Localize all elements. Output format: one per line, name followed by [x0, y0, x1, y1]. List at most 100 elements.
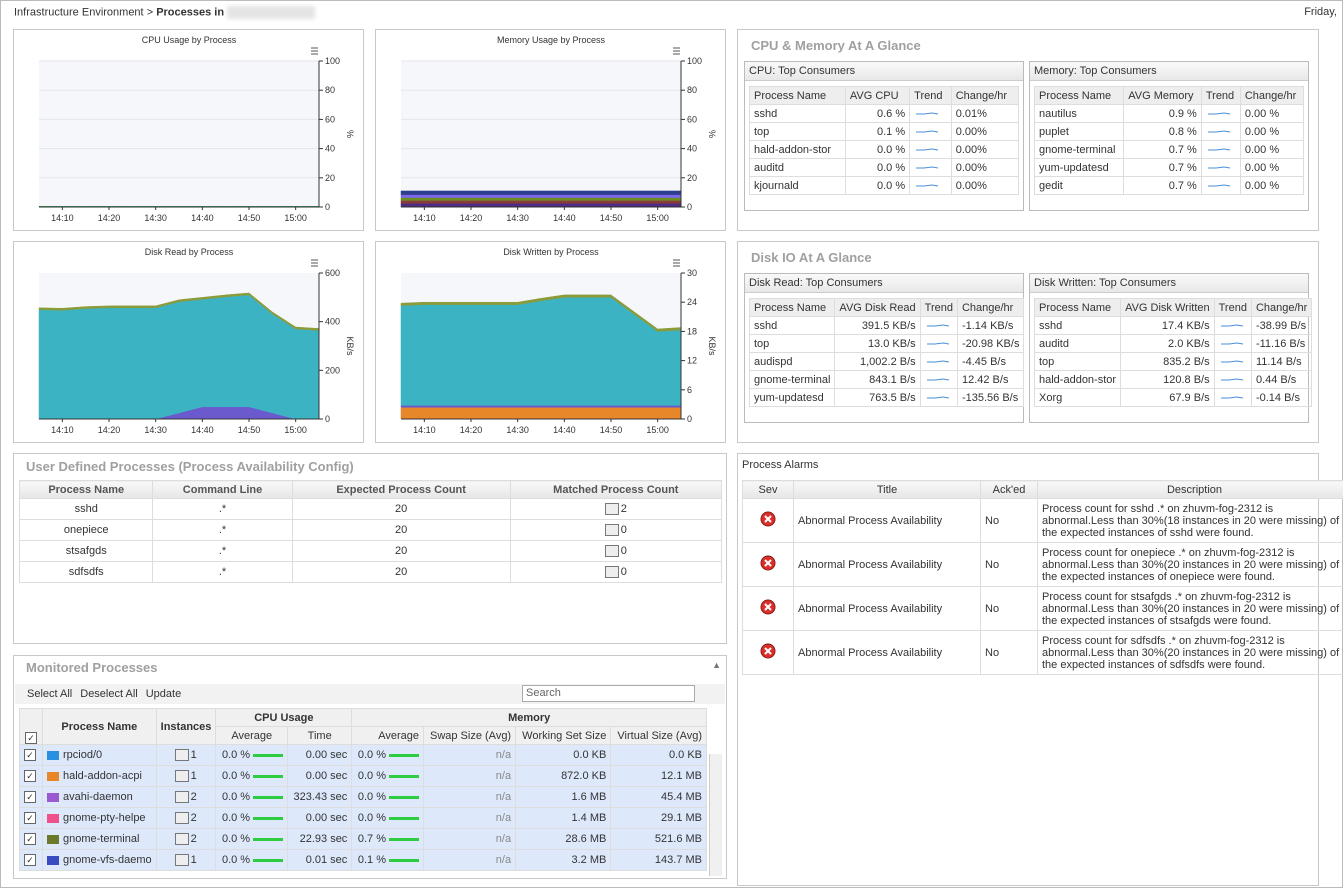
checkbox[interactable]: ✓	[24, 791, 36, 803]
cpu-time: 323.43 sec	[287, 786, 353, 808]
details-icon[interactable]	[604, 566, 619, 579]
checkbox[interactable]: ✓	[24, 833, 36, 845]
cpu-average: 0.0 %	[215, 765, 289, 787]
trend	[1220, 342, 1243, 345]
process-name: audispd	[748, 352, 836, 371]
y-tick-label: 40	[687, 144, 697, 154]
row: auditd 0.0 % 0.00%	[749, 158, 1020, 177]
trend	[1207, 148, 1230, 151]
checkbox[interactable]: ✓	[25, 732, 37, 744]
chart: CPU Usage by Process 0 20 40 60 80 100% 14:10 14…	[38, 35, 355, 223]
y-tick-label: 0	[687, 202, 692, 212]
row: kjournald 0.0 % 0.00%	[749, 176, 1020, 195]
process-name: avahi-daemon	[63, 791, 133, 803]
acked: No	[980, 542, 1038, 587]
x-tick-label: 14:30	[144, 425, 167, 435]
cpu-average: 0.0 %	[215, 786, 289, 808]
panel-title: CPU & Memory At A Glance	[751, 38, 921, 53]
checkbox[interactable]: ✓	[24, 812, 36, 824]
collapse-button[interactable]: ▲	[712, 660, 721, 670]
icon-x	[764, 515, 772, 523]
column-header: Average	[215, 726, 289, 745]
change-value: 0.00 %	[1239, 176, 1305, 195]
working-set: 28.6 MB	[515, 828, 612, 850]
command-line: .*	[152, 540, 293, 562]
details-icon[interactable]	[604, 545, 619, 558]
column-header: Matched Process Count	[509, 480, 723, 499]
toolbar-button[interactable]: Select All	[27, 688, 73, 700]
trend-cell	[1213, 352, 1252, 371]
cpu-average: 0.0 %	[215, 828, 289, 850]
consumer-table: Process Name AVG Disk Read Trend Change/hr s…	[748, 298, 1025, 407]
details-icon[interactable]	[604, 503, 619, 516]
x-tick-label: 14:40	[553, 213, 576, 223]
working-set: 1.6 MB	[515, 786, 612, 808]
change-value: 0.00%	[950, 176, 1020, 195]
cpu-average: 0.0 %	[215, 849, 289, 871]
trend	[1207, 184, 1230, 187]
memory-average: 0.1 %	[357, 854, 386, 866]
details-icon[interactable]	[174, 833, 189, 846]
instances: 1	[190, 748, 197, 761]
checkbox[interactable]: ✓	[24, 749, 36, 761]
details-icon[interactable]	[174, 791, 189, 804]
usage-bar	[389, 858, 419, 862]
chart-title: CPU Usage by Process	[142, 35, 237, 45]
panel-title: Process Alarms	[742, 459, 819, 471]
trend-cell	[1200, 104, 1241, 123]
details-icon[interactable]	[174, 854, 189, 867]
row: ✓ avahi-daemon 2 0.0 % 323.43 sec 0.0 % n/a 1.6…	[19, 786, 707, 808]
virtual-size: 0.0 KB	[610, 744, 707, 766]
consumer-panel: Disk Read: Top Consumers Process Name AVG …	[744, 273, 1025, 423]
x-tick-label: 14:50	[238, 425, 261, 435]
row: sshd 17.4 KB/s -38.99 B/s	[1033, 316, 1313, 335]
process-name: puplet	[1033, 122, 1125, 141]
trend-cell	[1213, 316, 1252, 335]
trend-cell	[1213, 388, 1252, 407]
usage-bar	[253, 774, 284, 778]
x-tick-label: 14:10	[51, 425, 74, 435]
select: ✓	[19, 849, 43, 871]
avg-value: 0.7 %	[1123, 158, 1202, 177]
breadcrumb-link[interactable]: Infrastructure Environment	[14, 6, 144, 19]
y-axis-label: KB/s	[345, 336, 355, 356]
group-header: CPU Usage	[215, 708, 353, 727]
trend-line	[1207, 166, 1230, 169]
column-header: Working Set Size	[515, 726, 612, 745]
trend-cell	[919, 334, 958, 353]
toolbar-button[interactable]: Update	[145, 688, 182, 700]
trend-cell	[909, 122, 952, 141]
details-icon[interactable]	[174, 770, 189, 783]
color-swatch	[47, 855, 59, 865]
trend-cell	[1200, 122, 1241, 141]
color-swatch	[47, 750, 59, 760]
chart-panel: Disk Read by Process 0 200 400 600 KB/s 14:10 1…	[13, 241, 364, 443]
search-box[interactable]: Search	[522, 685, 695, 702]
header-row: Process Name Command Line Expected Process…	[18, 480, 723, 499]
details-icon[interactable]	[604, 524, 619, 537]
trend	[926, 396, 949, 399]
acked: No	[980, 498, 1038, 543]
consumer-title: CPU: Top Consumers	[745, 62, 1023, 81]
column-header: Process Name	[748, 298, 836, 317]
column-header: Process Name	[1033, 86, 1125, 105]
change-value: -11.16 B/s	[1250, 334, 1313, 353]
instances: 2	[190, 832, 197, 845]
toolbar-button[interactable]: Deselect All	[80, 688, 138, 700]
instances: 1	[190, 853, 197, 866]
details-icon[interactable]	[174, 812, 189, 825]
details-icon[interactable]	[174, 749, 189, 762]
row: Xorg 67.9 B/s -0.14 B/s	[1033, 388, 1313, 407]
column-header: Change/hr	[1239, 86, 1305, 105]
checkbox[interactable]: ✓	[24, 770, 36, 782]
column-header: AVG CPU	[844, 86, 911, 105]
cpu-average: 0.0 %	[221, 833, 251, 845]
scrollbar[interactable]	[709, 754, 722, 876]
y-tick-label: 100	[687, 56, 702, 66]
color-swatch	[47, 813, 59, 823]
y-tick-label: 200	[325, 365, 340, 375]
consumer-table: Process Name AVG Memory Trend Change/hr naut…	[1033, 86, 1305, 195]
memory-average: 0.0 %	[357, 791, 386, 803]
checkbox[interactable]: ✓	[24, 854, 36, 866]
date[interactable]: Friday,	[1304, 6, 1337, 18]
